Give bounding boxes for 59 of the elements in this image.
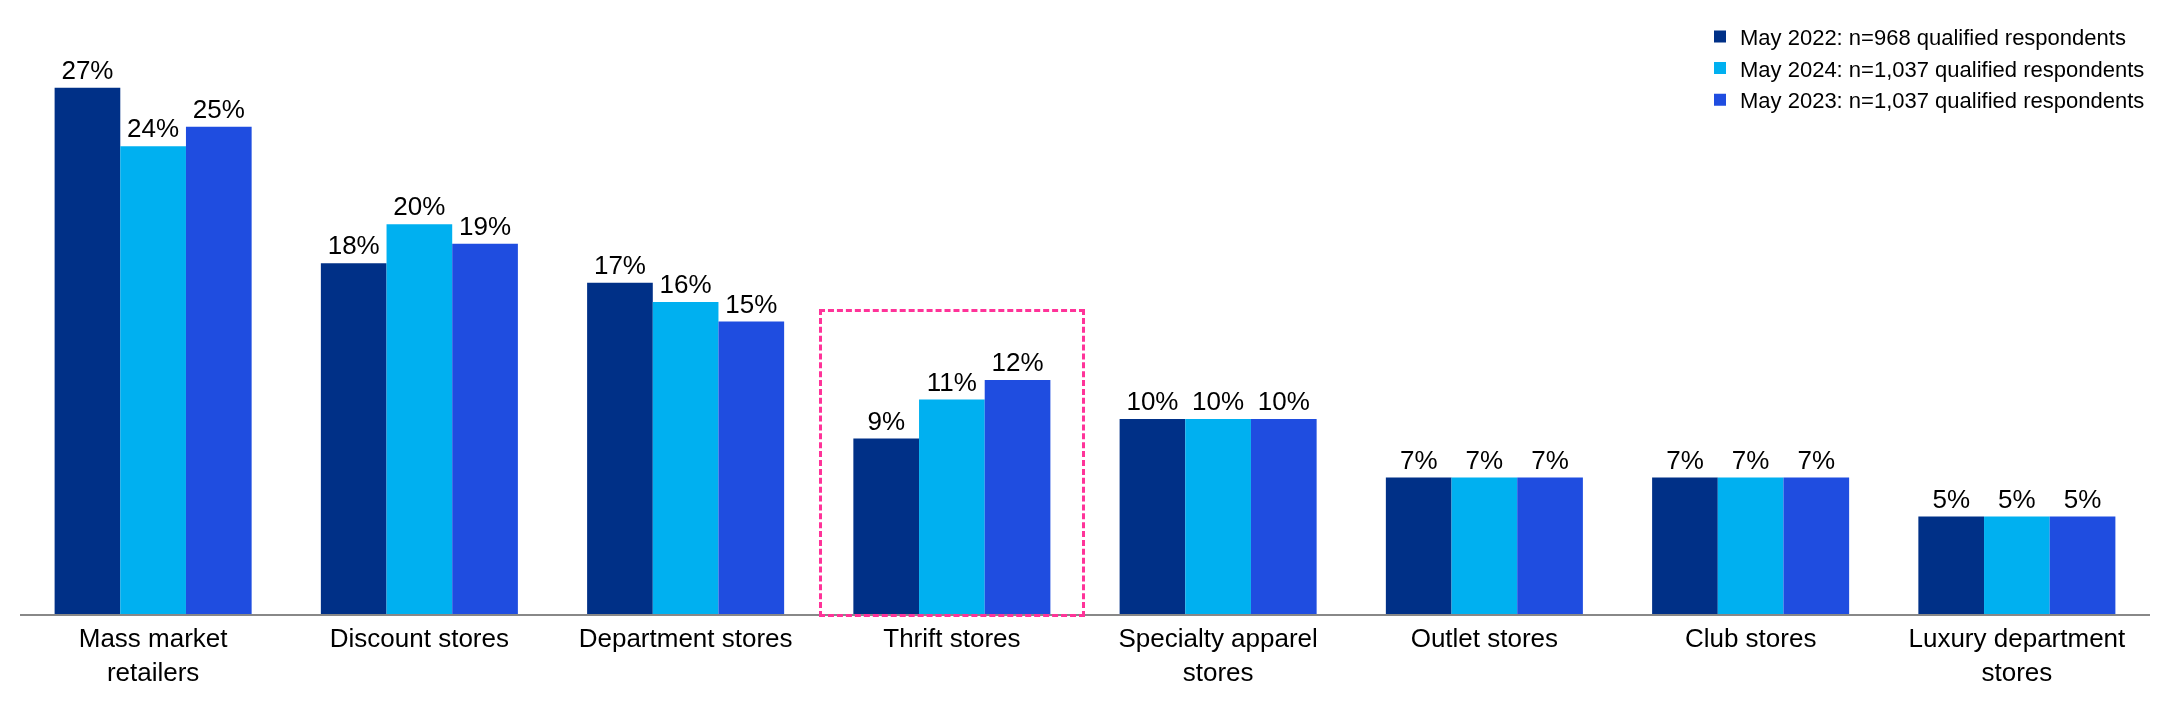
data-label: 16% <box>659 269 712 300</box>
x-tick-label: Club stores <box>1684 623 1817 654</box>
bar <box>652 302 719 614</box>
data-label: 10% <box>1257 386 1310 417</box>
x-tick-label: Outlet stores <box>1410 623 1559 654</box>
bar <box>1119 419 1186 614</box>
bar <box>120 146 186 614</box>
bar <box>1783 477 1850 614</box>
bar <box>386 224 453 614</box>
data-label: 20% <box>393 191 446 222</box>
bar <box>1385 477 1452 614</box>
x-tick-label: Luxury department stores <box>1908 623 2127 687</box>
data-label: 15% <box>725 288 778 319</box>
bar <box>452 243 518 614</box>
data-label: 10% <box>1126 386 1179 417</box>
bar <box>1918 516 1985 614</box>
bar <box>1517 477 1583 614</box>
data-label: 5% <box>1998 483 2036 514</box>
bar <box>1451 477 1518 614</box>
x-tick-label: Discount stores <box>329 623 509 654</box>
data-label: 24% <box>127 113 180 144</box>
data-label: 7% <box>1399 444 1438 475</box>
bar <box>919 399 985 614</box>
bar <box>853 438 920 614</box>
data-label: 5% <box>1932 483 1970 514</box>
bar <box>2049 516 2116 614</box>
data-label: 17% <box>593 249 646 280</box>
data-label: 7% <box>1666 444 1704 475</box>
x-tick-label: Department stores <box>578 623 793 654</box>
x-tick-label: Specialty apparel stores <box>1118 623 1318 687</box>
data-label: 19% <box>459 210 512 241</box>
bar <box>718 321 785 614</box>
legend-label: May 2024: n=1,037 qualified respondents <box>1740 56 2145 82</box>
data-label: 25% <box>192 93 245 124</box>
data-label: 18% <box>327 230 380 261</box>
x-tick-label: Thrift stores <box>883 623 1021 654</box>
legend-label: May 2022: n=968 qualified respondents <box>1740 25 2126 51</box>
bar <box>1984 516 2050 614</box>
bar <box>54 87 121 614</box>
bar <box>984 380 1051 614</box>
bar <box>587 282 653 614</box>
data-label: 7% <box>1465 444 1504 475</box>
data-label: 7% <box>1731 444 1770 475</box>
bar <box>185 126 252 614</box>
data-label: 7% <box>1797 444 1836 475</box>
data-label: 7% <box>1531 444 1569 475</box>
data-label: 11% <box>926 366 977 397</box>
data-label: 5% <box>2063 483 2102 514</box>
data-label: 12% <box>991 347 1044 378</box>
data-label: 10% <box>1192 386 1245 417</box>
x-tick-label: Mass market retailers <box>78 623 229 687</box>
bar <box>1652 477 1718 614</box>
data-label: 9% <box>867 405 905 436</box>
bar <box>1717 477 1784 614</box>
data-label: 27% <box>61 54 114 85</box>
bar <box>1250 419 1317 614</box>
legend-label: May 2023: n=1,037 qualified respondents <box>1740 88 2145 114</box>
bar <box>320 263 387 614</box>
bar <box>1185 419 1251 614</box>
